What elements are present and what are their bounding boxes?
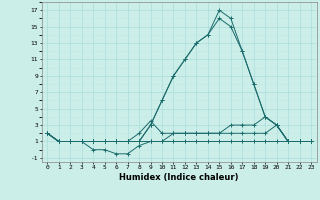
- X-axis label: Humidex (Indice chaleur): Humidex (Indice chaleur): [119, 173, 239, 182]
